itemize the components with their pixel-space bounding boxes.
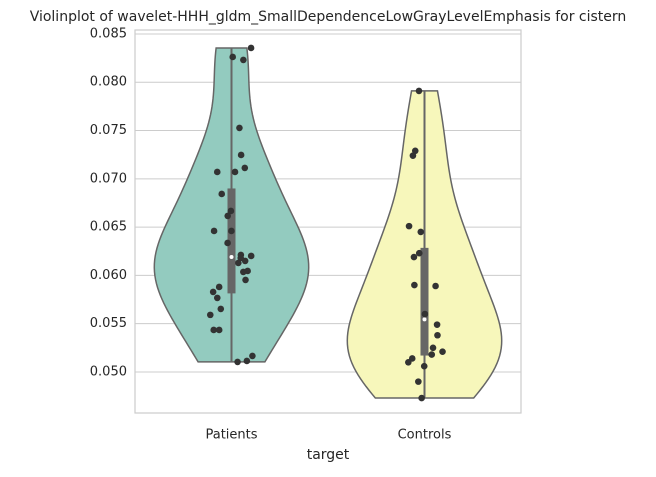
- point: [227, 207, 235, 215]
- chart-title: Violinplot of wavelet-HHH_gldm_SmallDepe…: [30, 9, 627, 25]
- point: [421, 310, 429, 318]
- point: [241, 164, 249, 172]
- y-tick-label: 0.085: [90, 26, 127, 41]
- point: [243, 357, 251, 365]
- point: [405, 222, 413, 230]
- point: [242, 276, 249, 284]
- point: [231, 168, 239, 176]
- y-tick-label: 0.075: [90, 123, 127, 138]
- point: [209, 288, 217, 296]
- point: [417, 228, 425, 236]
- point: [236, 124, 243, 132]
- point: [409, 152, 417, 159]
- point: [434, 331, 441, 339]
- point: [410, 253, 418, 261]
- point: [418, 394, 425, 402]
- box: [420, 247, 429, 356]
- point: [218, 190, 226, 198]
- point: [213, 168, 221, 176]
- point: [229, 53, 237, 61]
- box: [227, 188, 236, 294]
- point: [241, 257, 249, 265]
- point: [432, 282, 439, 290]
- point: [213, 294, 221, 302]
- point: [433, 321, 441, 328]
- point: [210, 227, 218, 235]
- plot-frame: [134, 29, 522, 414]
- y-tick-label: 0.060: [90, 268, 127, 283]
- point: [247, 44, 255, 52]
- y-tick-label: 0.055: [90, 316, 127, 331]
- y-tick-label: 0.080: [90, 75, 127, 90]
- point: [420, 362, 428, 370]
- median: [422, 317, 427, 322]
- point: [217, 305, 225, 313]
- point: [411, 281, 418, 289]
- median: [229, 254, 234, 259]
- x-tick-label: Controls: [398, 428, 452, 443]
- y-tick-label: 0.070: [90, 171, 127, 186]
- point: [249, 352, 256, 360]
- point: [240, 56, 247, 64]
- point: [215, 326, 223, 334]
- point: [234, 358, 241, 366]
- point: [206, 311, 214, 319]
- point: [215, 283, 223, 291]
- point: [428, 351, 436, 358]
- y-tick-label: 0.050: [90, 364, 127, 379]
- point: [415, 249, 423, 257]
- point: [439, 348, 446, 355]
- point: [224, 239, 231, 247]
- point: [405, 359, 412, 366]
- y-tick-label: 0.065: [90, 220, 127, 235]
- point: [210, 326, 218, 334]
- point: [224, 212, 232, 220]
- point: [429, 344, 437, 352]
- point: [247, 252, 255, 260]
- point: [237, 151, 245, 159]
- x-tick-label: Patients: [205, 428, 257, 443]
- point: [235, 259, 242, 267]
- point: [228, 227, 235, 235]
- x-axis-label: target: [307, 447, 350, 463]
- point: [415, 378, 422, 385]
- point: [240, 268, 247, 276]
- point: [415, 87, 423, 95]
